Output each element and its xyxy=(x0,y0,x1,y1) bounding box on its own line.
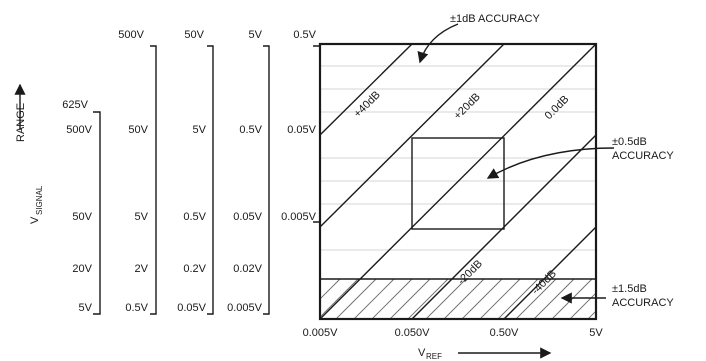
range-column-5: 0.5V 0.05V 0.005V xyxy=(281,29,321,223)
svg-text:50V: 50V xyxy=(128,124,148,136)
svg-text:0.05V: 0.05V xyxy=(287,124,316,136)
x-tick: 5V xyxy=(589,327,603,339)
range-top-label: 625V xyxy=(62,99,88,111)
y-axis-title: V SIGNAL xyxy=(29,185,44,224)
svg-text:0.5V: 0.5V xyxy=(183,211,206,223)
range-column-3: 50V 5V 0.5V 0.2V 0.05V xyxy=(177,29,214,315)
bracket xyxy=(263,45,270,315)
svg-text:20V: 20V xyxy=(72,263,92,275)
x-tick: 0.050V xyxy=(395,327,431,339)
svg-text:V: V xyxy=(29,216,41,224)
svg-text:0.05V: 0.05V xyxy=(177,302,206,314)
annotation-1db-arrow xyxy=(417,23,459,64)
range-column-4: 5V 0.5V 0.05V 0.02V 0.005V xyxy=(227,29,270,315)
annotation-15db-line2: ACCURACY xyxy=(612,297,674,309)
svg-text:0.5V: 0.5V xyxy=(125,302,148,314)
annotation-05db-line2: ACCURACY xyxy=(612,150,674,162)
bracket xyxy=(93,111,101,315)
x-tick: 0.005V xyxy=(303,327,339,339)
svg-text:5V: 5V xyxy=(79,302,93,314)
svg-text:500V: 500V xyxy=(66,124,92,136)
range-top-label: 0.5V xyxy=(293,29,316,41)
hatch-region xyxy=(320,278,596,319)
svg-text:0.5V: 0.5V xyxy=(239,124,262,136)
svg-text:0.05V: 0.05V xyxy=(233,211,262,223)
svg-text:SIGNAL: SIGNAL xyxy=(35,185,44,215)
accuracy-box-05db xyxy=(411,137,505,230)
annotation-1db: ±1dB ACCURACY xyxy=(450,13,540,25)
svg-text:0.02V: 0.02V xyxy=(233,263,262,275)
range-top-label: 500V xyxy=(118,29,144,41)
x-tick: 0.50V xyxy=(490,327,519,339)
svg-text:0.005V: 0.005V xyxy=(281,211,317,223)
range-column-2: 500V 50V 5V 2V 0.5V xyxy=(118,29,157,315)
range-label: RANGE xyxy=(15,103,27,142)
svg-text:0.005V: 0.005V xyxy=(227,302,263,314)
range-column-1: 625V 500V 50V 20V 5V xyxy=(62,99,101,315)
bracket xyxy=(150,45,157,315)
svg-text:0.2V: 0.2V xyxy=(183,263,206,275)
db-lines xyxy=(320,44,596,319)
annotation-15db-line1: ±1.5dB xyxy=(612,283,647,295)
svg-text:5V: 5V xyxy=(193,124,207,136)
svg-text:REF: REF xyxy=(426,352,442,361)
x-axis-title: V REF xyxy=(418,347,442,361)
svg-text:RANGE: RANGE xyxy=(15,103,27,142)
range-top-label: 5V xyxy=(249,29,263,41)
plot-area xyxy=(318,42,598,321)
bracket xyxy=(207,45,214,315)
annotation-05db-line1: ±0.5dB xyxy=(612,136,647,148)
plot-frame xyxy=(318,42,598,321)
db-label-0: 0.0dB xyxy=(543,93,572,122)
db-label-plus40: +40dB xyxy=(352,89,383,120)
svg-text:5V: 5V xyxy=(135,211,149,223)
svg-text:50V: 50V xyxy=(72,211,92,223)
svg-text:2V: 2V xyxy=(135,263,149,275)
db-label-plus20: +20dB xyxy=(452,91,483,122)
range-top-label: 50V xyxy=(184,29,204,41)
annotation-05db-arrow xyxy=(486,147,615,179)
svg-text:V: V xyxy=(418,347,426,359)
